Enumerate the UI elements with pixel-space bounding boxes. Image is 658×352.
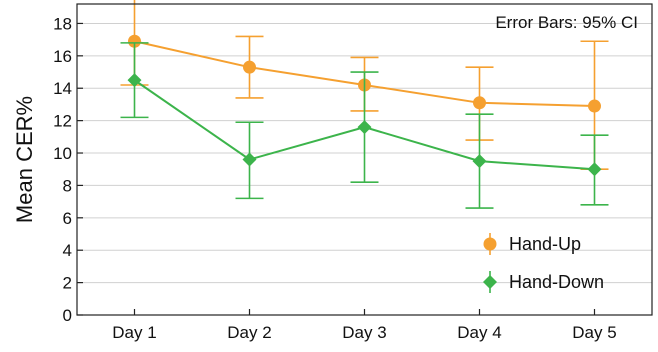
y-tick-label: 14	[53, 79, 72, 98]
y-axis-title: Mean CER%	[12, 96, 37, 223]
data-point	[588, 99, 601, 113]
data-point	[243, 60, 256, 74]
y-tick-label: 8	[63, 176, 72, 195]
y-tick-label: 18	[53, 14, 72, 33]
data-point	[472, 154, 487, 169]
x-axis-ticks: Day 1 Day 2 Day 3 Day 4 Day 5	[112, 309, 617, 342]
legend-label: Hand-Down	[509, 272, 604, 292]
y-tick-label: 10	[53, 144, 72, 163]
x-tick-label: Day 5	[572, 323, 616, 342]
legend-label: Hand-Up	[509, 234, 581, 254]
data-point	[127, 73, 142, 88]
error-bars-annotation: Error Bars: 95% CI	[495, 13, 638, 32]
legend: Hand-Up Hand-Down	[483, 233, 604, 293]
legend-marker	[483, 275, 497, 289]
legend-item: Hand-Up	[483, 233, 581, 255]
x-tick-label: Day 1	[112, 323, 156, 342]
plot-frame	[76, 3, 653, 316]
legend-marker	[483, 237, 497, 251]
y-tick-label: 12	[53, 112, 72, 131]
data-point	[587, 162, 602, 177]
plot-series	[120, 0, 609, 209]
y-tick-label: 16	[53, 47, 72, 66]
y-tick-label: 0	[63, 306, 72, 325]
data-point	[128, 34, 141, 48]
x-tick-label: Day 3	[342, 323, 386, 342]
series-hand-down	[120, 42, 609, 209]
y-axis-ticks: 0 2 4 6 8 10 12 14 16 18	[53, 14, 83, 325]
y-tick-label: 4	[63, 241, 72, 260]
legend-item: Hand-Down	[483, 271, 604, 293]
y-tick-label: 2	[63, 274, 72, 293]
data-point	[357, 120, 372, 135]
data-point	[242, 152, 257, 167]
data-point	[473, 96, 486, 110]
x-tick-label: Day 2	[227, 323, 271, 342]
y-tick-label: 6	[63, 209, 72, 228]
x-tick-label: Day 4	[457, 323, 501, 342]
